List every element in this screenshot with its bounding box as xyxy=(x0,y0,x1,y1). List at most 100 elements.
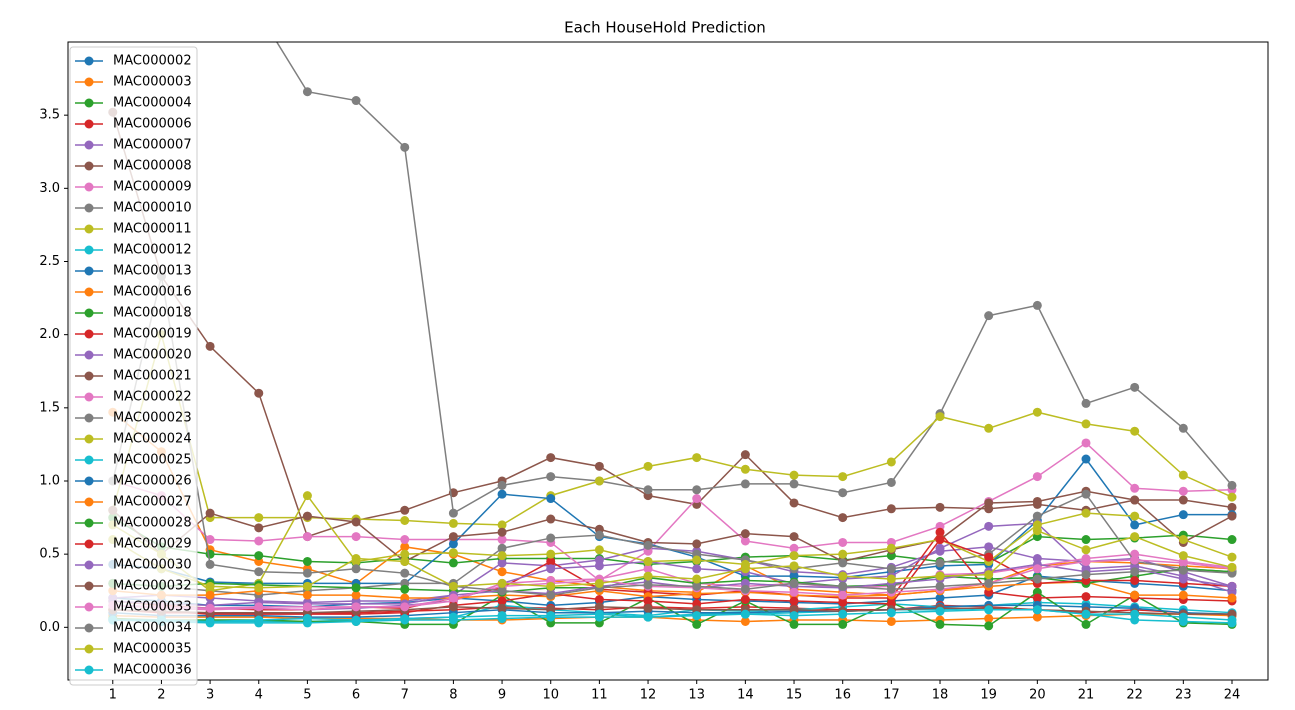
x-tick-label: 18 xyxy=(932,688,949,703)
data-point xyxy=(302,568,312,578)
data-point xyxy=(935,412,945,422)
legend-label: MAC000035 xyxy=(113,642,192,657)
data-point xyxy=(351,590,361,600)
data-point xyxy=(838,472,848,482)
x-tick-label: 21 xyxy=(1078,688,1095,703)
data-point xyxy=(740,616,750,626)
data-point xyxy=(692,564,702,574)
x-tick-label: 6 xyxy=(352,688,360,703)
data-point xyxy=(1227,535,1237,545)
legend-marker xyxy=(84,266,94,276)
series-line xyxy=(112,609,1233,623)
data-point xyxy=(400,549,410,559)
data-point xyxy=(448,518,458,528)
data-point xyxy=(205,590,215,600)
data-point xyxy=(789,532,799,542)
data-point xyxy=(789,587,799,597)
legend-label: MAC000023 xyxy=(113,411,192,426)
legend-marker xyxy=(84,665,94,675)
data-point xyxy=(935,619,945,629)
data-point xyxy=(984,498,994,508)
data-point xyxy=(497,480,507,490)
series-line xyxy=(112,441,1233,582)
legend-label: MAC000032 xyxy=(113,579,192,594)
data-point xyxy=(984,423,994,433)
data-point xyxy=(1227,562,1237,572)
data-point xyxy=(546,611,556,621)
data-point xyxy=(497,578,507,588)
data-point xyxy=(302,590,312,600)
y-tick-label: 2.5 xyxy=(39,254,60,269)
data-point xyxy=(400,505,410,515)
data-point xyxy=(1130,382,1140,392)
data-point xyxy=(1227,480,1237,490)
series-line xyxy=(275,42,1233,515)
data-point xyxy=(205,508,215,518)
data-point xyxy=(351,583,361,593)
x-tick-label: 20 xyxy=(1029,688,1046,703)
legend-marker xyxy=(84,602,94,612)
x-tick-label: 9 xyxy=(498,688,506,703)
legend-marker xyxy=(84,518,94,528)
data-point xyxy=(740,564,750,574)
data-point xyxy=(205,616,215,626)
data-point xyxy=(205,535,215,545)
legend-marker xyxy=(84,56,94,66)
data-point xyxy=(400,584,410,594)
data-point xyxy=(838,581,848,591)
x-tick-label: 7 xyxy=(401,688,409,703)
data-point xyxy=(1130,555,1140,565)
data-point xyxy=(838,488,848,498)
x-tick-label: 4 xyxy=(255,688,263,703)
data-point xyxy=(1130,609,1140,619)
data-point xyxy=(546,564,556,574)
data-point xyxy=(838,597,848,607)
data-point xyxy=(448,548,458,558)
legend-marker xyxy=(84,371,94,381)
data-point xyxy=(546,581,556,591)
series-line xyxy=(112,553,1233,611)
data-point xyxy=(935,558,945,568)
data-point xyxy=(205,549,215,559)
data-point xyxy=(838,571,848,581)
data-point xyxy=(351,564,361,574)
data-point xyxy=(594,578,604,588)
data-point xyxy=(448,602,458,612)
legend-label: MAC000006 xyxy=(113,117,192,132)
legend-label: MAC000022 xyxy=(113,390,192,405)
data-point xyxy=(1227,552,1237,562)
data-point xyxy=(254,551,264,561)
data-point xyxy=(643,603,653,613)
data-point xyxy=(497,551,507,561)
data-point xyxy=(1178,470,1188,480)
legend-marker xyxy=(84,497,94,507)
data-point xyxy=(935,571,945,581)
data-point xyxy=(205,581,215,591)
data-point xyxy=(1178,574,1188,584)
data-point xyxy=(546,590,556,600)
data-point xyxy=(789,470,799,480)
legend-label: MAC000013 xyxy=(113,264,192,279)
series-line xyxy=(112,275,1233,596)
legend-label: MAC000002 xyxy=(113,54,192,69)
data-point xyxy=(740,450,750,460)
data-point xyxy=(789,596,799,606)
data-point xyxy=(254,602,264,612)
data-point xyxy=(838,619,848,629)
x-tick-label: 5 xyxy=(303,688,311,703)
data-point xyxy=(546,472,556,482)
x-tick-label: 8 xyxy=(449,688,457,703)
x-tick-label: 12 xyxy=(640,688,657,703)
legend-marker xyxy=(84,182,94,192)
data-point xyxy=(984,605,994,615)
data-point xyxy=(1032,472,1042,482)
legend-label: MAC000034 xyxy=(113,621,192,636)
data-point xyxy=(1081,570,1091,580)
data-point xyxy=(643,540,653,550)
data-point xyxy=(984,578,994,588)
legend-marker xyxy=(84,245,94,255)
data-point xyxy=(1178,495,1188,505)
legend-box xyxy=(69,46,198,686)
